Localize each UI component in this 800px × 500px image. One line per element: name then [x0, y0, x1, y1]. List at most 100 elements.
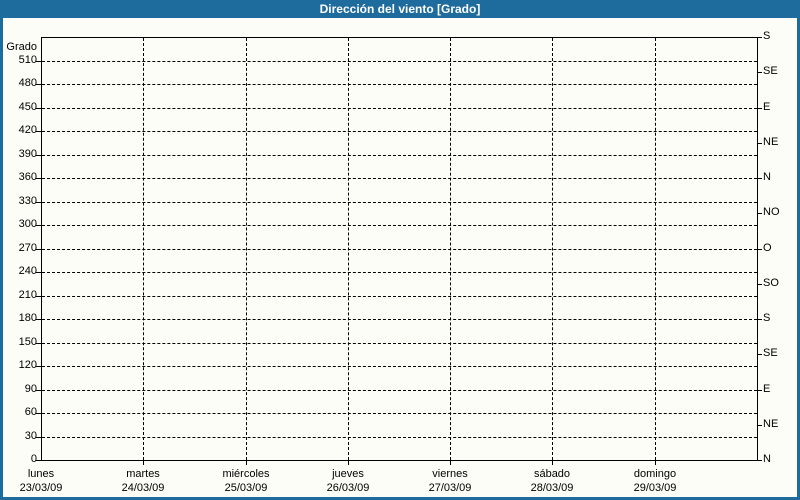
x-axis-tick — [552, 461, 553, 465]
day-name: miércoles — [222, 468, 270, 480]
x-axis-day-label: viernes 27/03/09 — [399, 467, 501, 495]
y-gridline — [42, 108, 757, 109]
y-axis-tick-label: 120 — [18, 359, 37, 371]
y-axis-tick — [36, 61, 41, 62]
y-axis-tick-label: 0 — [30, 453, 37, 465]
y2-axis-tick — [758, 143, 762, 144]
y2-axis-tick-label: S — [763, 312, 771, 324]
y-axis-tick-label: 480 — [18, 77, 37, 89]
y-axis-tick-label: 390 — [18, 148, 37, 160]
plot-area — [41, 37, 758, 461]
y2-axis-tick — [758, 390, 762, 391]
y-gridline — [42, 61, 757, 62]
y-axis-tick — [36, 460, 41, 461]
x-axis-tick — [655, 461, 656, 465]
day-date: 28/03/09 — [530, 482, 574, 494]
y-gridline — [42, 319, 757, 320]
chart-title: Dirección del viento [Grado] — [319, 2, 481, 16]
y-axis-tick-label: 180 — [18, 312, 37, 324]
y-gridline — [42, 437, 757, 438]
x-axis-day-label: sábado 28/03/09 — [501, 467, 603, 495]
y-gridline — [42, 296, 757, 297]
y2-axis-tick — [758, 354, 762, 355]
y-axis-tick-label: 150 — [18, 336, 37, 348]
y-axis-tick-label: 510 — [18, 54, 37, 66]
x-gridline — [552, 38, 553, 460]
y-gridline — [42, 249, 757, 250]
y-axis-tick-label: 210 — [18, 289, 37, 301]
y-axis-tick — [36, 202, 41, 203]
x-gridline — [348, 38, 349, 460]
y-gridline — [42, 178, 757, 179]
y2-axis-tick-label: N — [763, 171, 771, 183]
y-axis-tick — [36, 249, 41, 250]
y2-axis-tick-label: NE — [763, 418, 779, 430]
x-axis-tick — [450, 461, 451, 465]
y2-axis-tick — [758, 72, 762, 73]
y2-axis-tick-label: SE — [763, 65, 778, 77]
y-axis-tick — [36, 343, 41, 344]
y-axis-tick-label: 360 — [18, 171, 37, 183]
y-axis-tick — [36, 437, 41, 438]
y-axis-tick — [36, 225, 41, 226]
y-axis-tick-label: 330 — [18, 195, 37, 207]
y-axis-title: Grado — [6, 41, 37, 53]
y-gridline — [42, 272, 757, 273]
y2-axis-tick — [758, 37, 762, 38]
y-axis-tick-label: 30 — [24, 430, 37, 442]
y-axis-tick-label: 300 — [18, 218, 37, 230]
y2-axis-tick-label: E — [763, 101, 771, 113]
y2-axis-tick — [758, 319, 762, 320]
x-axis-day-label: miércoles 25/03/09 — [195, 467, 297, 495]
y2-axis-tick — [758, 284, 762, 285]
day-date: 23/03/09 — [19, 482, 63, 494]
y-axis-tick — [36, 178, 41, 179]
x-axis-day-label: martes 24/03/09 — [92, 467, 194, 495]
day-name: domingo — [633, 468, 677, 480]
y2-axis-tick — [758, 178, 762, 179]
y-gridline — [42, 131, 757, 132]
y2-axis-tick-label: SO — [763, 277, 779, 289]
day-date: 24/03/09 — [121, 482, 165, 494]
day-date: 29/03/09 — [633, 482, 677, 494]
y-gridline — [42, 413, 757, 414]
x-gridline — [655, 38, 656, 460]
y-gridline — [42, 390, 757, 391]
x-gridline — [143, 38, 144, 460]
y-axis-tick-label: 270 — [18, 242, 37, 254]
x-axis-day-label: jueves 26/03/09 — [297, 467, 399, 495]
y2-axis-tick — [758, 425, 762, 426]
y-axis-tick-label: 420 — [18, 124, 37, 136]
y2-axis-tick-label: O — [763, 242, 772, 254]
y-axis-tick — [36, 366, 41, 367]
y2-axis-tick-label: NO — [763, 206, 780, 218]
y-axis-tick — [36, 84, 41, 85]
y-axis-tick — [36, 413, 41, 414]
y-gridline — [42, 343, 757, 344]
day-name: viernes — [432, 468, 468, 480]
day-date: 25/03/09 — [224, 482, 268, 494]
y2-axis-tick-label: S — [763, 30, 771, 42]
y2-axis-tick-label: N — [763, 453, 771, 465]
x-axis-day-label: domingo 29/03/09 — [604, 467, 706, 495]
x-axis-day-label: lunes 23/03/09 — [0, 467, 92, 495]
x-axis-tick — [143, 461, 144, 465]
day-date: 26/03/09 — [326, 482, 370, 494]
x-axis-tick — [246, 461, 247, 465]
y-axis-tick-label: 60 — [24, 406, 37, 418]
day-name: lunes — [27, 468, 55, 480]
y-gridline — [42, 366, 757, 367]
day-name: jueves — [332, 468, 364, 480]
y-gridline — [42, 155, 757, 156]
y-axis-tick — [36, 108, 41, 109]
day-date: 27/03/09 — [428, 482, 472, 494]
y-axis-tick-label: 240 — [18, 265, 37, 277]
x-gridline — [246, 38, 247, 460]
y-axis-tick — [36, 155, 41, 156]
y2-axis-tick — [758, 108, 762, 109]
day-name: martes — [126, 468, 160, 480]
y-axis-tick — [36, 390, 41, 391]
x-axis-tick — [348, 461, 349, 465]
y-gridline — [42, 225, 757, 226]
